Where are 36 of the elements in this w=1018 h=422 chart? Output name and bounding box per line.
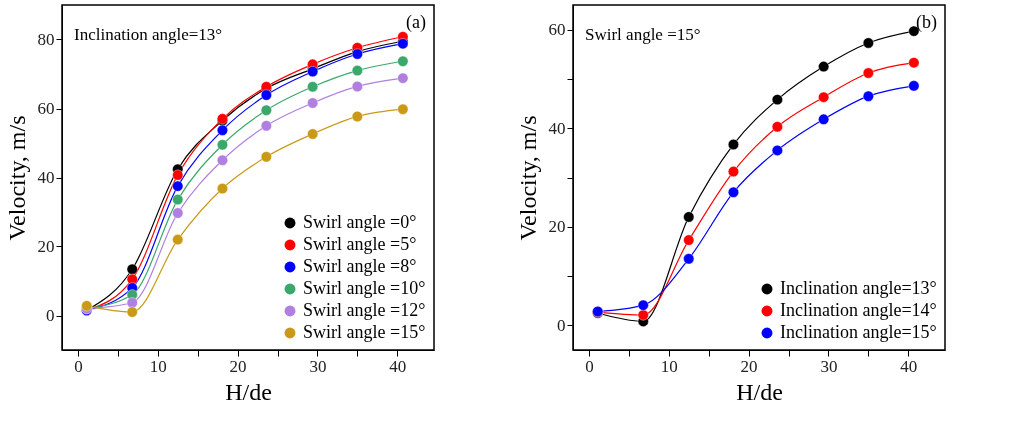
y-tick-label: 60 — [37, 99, 55, 118]
x-tick-label: 20 — [740, 356, 758, 376]
y-tick-label: 80 — [37, 30, 55, 49]
x-axis-title: H/de — [225, 378, 272, 405]
x-tick-label: 10 — [660, 356, 678, 376]
x-tick-label: 40 — [900, 356, 918, 376]
x-tick-label: 0 — [585, 356, 594, 376]
x-tick-label: 30 — [820, 356, 838, 376]
y-axis-title: Velocity, m/s — [514, 115, 541, 241]
x-tick-label: 40 — [389, 356, 407, 376]
y-tick-label: 60 — [548, 20, 566, 40]
y-axis-title: Velocity, m/s — [3, 115, 30, 241]
x-tick-label: 10 — [149, 356, 167, 376]
y-tick-label: 20 — [37, 237, 55, 256]
annotation: Inclination angle=13° — [74, 25, 223, 44]
legend-label: Swirl angle =8° — [303, 256, 417, 276]
x-axis-title: H/de — [736, 378, 783, 405]
x-tick-label: 20 — [229, 356, 247, 376]
legend-label: Swirl angle =12° — [303, 300, 426, 320]
annotation: (b) — [916, 12, 937, 33]
y-tick-label: 0 — [557, 315, 566, 335]
annotation: Swirl angle =15° — [585, 25, 701, 44]
annotation: (a) — [406, 12, 426, 33]
y-tick-label: 20 — [548, 217, 566, 237]
x-tick-label: 0 — [74, 356, 83, 376]
y-tick-label: 0 — [46, 306, 55, 325]
legend-label: Swirl angle =0° — [303, 212, 417, 232]
x-tick-label: 30 — [309, 356, 327, 376]
legend-label: Inclination angle=13° — [780, 278, 937, 298]
legend-label: Swirl angle =5° — [303, 234, 417, 254]
legend-label: Inclination angle=14° — [780, 300, 937, 320]
y-tick-label: 40 — [548, 118, 566, 138]
legend-label: Swirl angle =10° — [303, 278, 426, 298]
legend-label: Inclination angle=15° — [780, 322, 937, 342]
y-tick-label: 40 — [37, 168, 55, 187]
legend-label: Swirl angle =15° — [303, 322, 426, 342]
